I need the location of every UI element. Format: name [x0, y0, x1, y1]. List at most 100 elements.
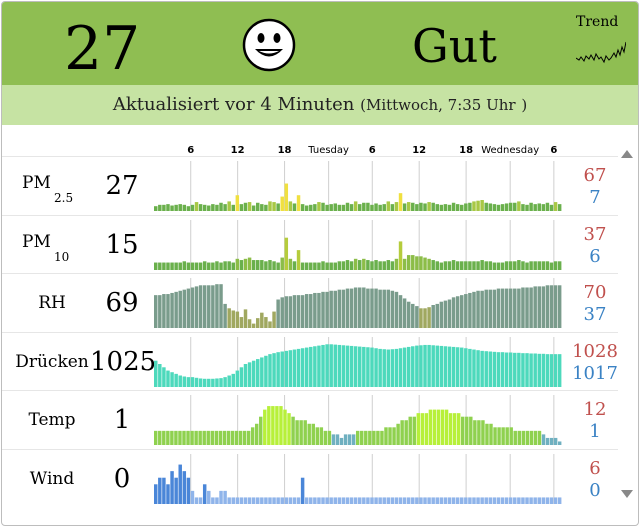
chart-bar — [158, 477, 162, 504]
chart-bar — [247, 257, 252, 270]
chart-bar — [235, 496, 240, 504]
chart-bar — [533, 430, 538, 445]
chart-bar — [500, 496, 505, 504]
row-temp[interactable]: Temp 1 12 1 — [2, 390, 618, 449]
metric-history-chart[interactable] — [154, 278, 562, 328]
chart-bar — [174, 291, 178, 328]
chart-bar — [154, 360, 158, 387]
chart-bar — [198, 496, 203, 504]
chart-bar — [202, 285, 207, 328]
chart-bar — [351, 434, 356, 445]
chart-bar — [464, 294, 468, 328]
chart-bar — [162, 294, 166, 328]
chart-bar — [386, 289, 391, 328]
chart-bar — [378, 204, 382, 211]
chart-bar — [525, 204, 529, 211]
chart-bar — [309, 204, 313, 211]
chart-bar — [549, 204, 554, 211]
chart-bar — [489, 423, 493, 445]
chart-bar — [394, 496, 399, 504]
chart-bar — [317, 202, 321, 211]
row-pressure[interactable]: Drücken 1025 1028 1017 — [2, 331, 618, 391]
chart-bar — [513, 202, 517, 211]
chart-bar — [307, 423, 311, 445]
row-wind[interactable]: Wind 0 6 0 — [2, 448, 618, 508]
metric-name: Temp — [28, 410, 76, 430]
chart-bar — [472, 260, 476, 270]
chart-bar — [493, 427, 497, 445]
metric-min-value: 1017 — [572, 362, 618, 384]
row-pm25[interactable]: PM 2.5 27 67 7 — [2, 156, 618, 215]
chart-bar — [264, 317, 268, 328]
chart-bar — [325, 262, 329, 270]
chart-bar — [392, 427, 396, 445]
chart-bar — [174, 477, 178, 504]
chart-bar — [517, 352, 521, 387]
chart-bar — [440, 409, 445, 445]
chart-bar — [325, 343, 329, 387]
chart-bar — [415, 345, 419, 387]
chart-bar — [497, 427, 501, 445]
chart-bar — [154, 430, 158, 445]
chart-bar — [423, 496, 427, 504]
metric-history-chart[interactable] — [154, 336, 562, 387]
chart-bar — [444, 409, 449, 445]
chart-bar — [431, 202, 435, 211]
chart-bar — [268, 259, 272, 270]
scroll-down-arrow-icon[interactable] — [621, 490, 633, 498]
chart-bar — [504, 288, 509, 328]
metric-history-chart[interactable] — [154, 161, 562, 211]
chart-bar — [288, 496, 293, 504]
row-rh[interactable]: RH 69 70 37 — [2, 273, 618, 332]
chart-bar — [219, 284, 223, 328]
chart-bar — [452, 413, 457, 445]
time-axis-label: 12 — [230, 145, 245, 156]
chart-bar — [419, 202, 423, 211]
chart-bar — [329, 204, 333, 211]
chart-bar — [402, 496, 407, 504]
row-pm10[interactable]: PM 10 15 37 6 — [2, 214, 618, 274]
chart-bar — [424, 413, 429, 445]
chart-bar — [239, 366, 244, 387]
metric-name-subscript: 2.5 — [54, 191, 74, 205]
chart-bar — [443, 260, 448, 270]
chart-bar — [259, 416, 263, 445]
chart-bar — [408, 416, 412, 445]
chart-bar — [448, 413, 453, 445]
chart-bar — [484, 289, 488, 328]
metric-history-chart[interactable] — [154, 453, 562, 504]
chart-bar — [279, 406, 283, 445]
metric-history-chart[interactable] — [154, 219, 562, 270]
updated-text: Aktualisiert vor 4 Minuten — [112, 94, 355, 115]
metric-history-chart[interactable] — [154, 395, 562, 445]
chart-bar — [243, 258, 248, 270]
chart-bar — [272, 202, 276, 211]
chart-bar — [468, 348, 472, 387]
chart-bar — [207, 205, 211, 211]
chart-bar — [360, 430, 364, 445]
chart-bar — [485, 423, 489, 445]
chart-bar — [154, 483, 158, 504]
chart-bar — [447, 346, 452, 387]
chart-bar — [382, 204, 386, 211]
chart-bar — [472, 496, 476, 504]
chart-bar — [398, 193, 403, 211]
chart-bar — [162, 204, 166, 211]
chart-bar — [549, 353, 554, 387]
chart-bar — [315, 427, 320, 445]
chart-bar — [341, 496, 346, 504]
trend-label[interactable]: Trend — [576, 14, 619, 30]
chart-bar — [288, 201, 293, 211]
chart-bar — [284, 350, 289, 387]
chart-bar — [283, 409, 287, 445]
chart-bar — [549, 285, 554, 328]
metric-name-main: PM — [22, 173, 51, 193]
chart-bar — [329, 262, 333, 270]
chart-bar — [353, 287, 358, 328]
trend-sparkline-icon[interactable] — [576, 38, 626, 68]
chart-bar — [484, 350, 488, 387]
scroll-up-arrow-icon[interactable] — [621, 150, 633, 158]
chart-bar — [402, 347, 407, 387]
chart-bar — [251, 205, 256, 211]
chart-bar — [496, 288, 501, 328]
